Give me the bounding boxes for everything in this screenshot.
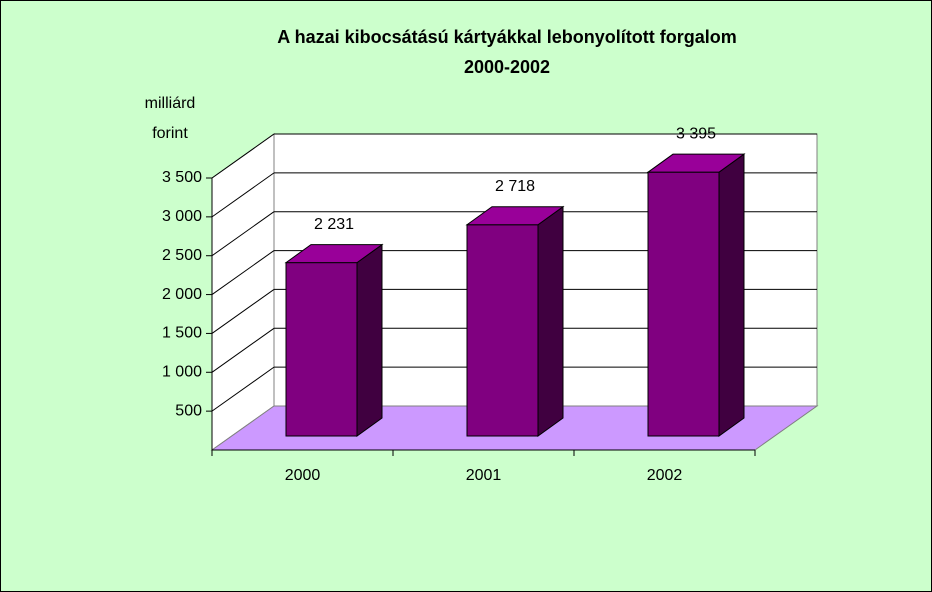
bar-top — [465, 206, 565, 226]
bar-side — [537, 205, 564, 437]
bar — [285, 262, 358, 437]
grid-line — [211, 366, 275, 412]
y-tick-label: 2 500 — [162, 247, 202, 264]
bar-top — [646, 153, 746, 173]
grid-line — [211, 211, 275, 257]
bar-top — [284, 244, 384, 264]
grid-line — [211, 172, 275, 218]
y-tick-label: 3 000 — [162, 208, 202, 225]
y-tick-label: 1 500 — [162, 325, 202, 342]
y-axis-label: milliárd — [145, 95, 196, 112]
bar-side — [718, 153, 745, 437]
y-tick-label: 3 500 — [162, 169, 202, 186]
data-label: 2 231 — [314, 216, 354, 233]
y-tick-label: 500 — [175, 402, 202, 419]
grid-line — [211, 250, 275, 295]
y-tick-label: 1 000 — [162, 364, 202, 381]
x-tick-label: 2000 — [285, 467, 321, 484]
chart-title: A hazai kibocsátású kártyákkal lebonyolí… — [277, 27, 736, 47]
grid-line — [211, 133, 275, 179]
data-label: 3 395 — [676, 125, 716, 142]
y-tick-label: 2 000 — [162, 286, 202, 303]
grid-line — [211, 327, 275, 373]
bar — [647, 171, 720, 437]
y-axis-label: forint — [152, 125, 188, 142]
bar-side — [356, 243, 383, 437]
data-label: 2 718 — [495, 178, 535, 195]
x-tick-label: 2001 — [466, 467, 502, 484]
x-tick-label: 2002 — [647, 467, 683, 484]
chart-subtitle: 2000-2002 — [464, 57, 550, 77]
grid-line — [211, 289, 275, 334]
bar — [466, 224, 539, 437]
side-wall — [211, 133, 275, 451]
